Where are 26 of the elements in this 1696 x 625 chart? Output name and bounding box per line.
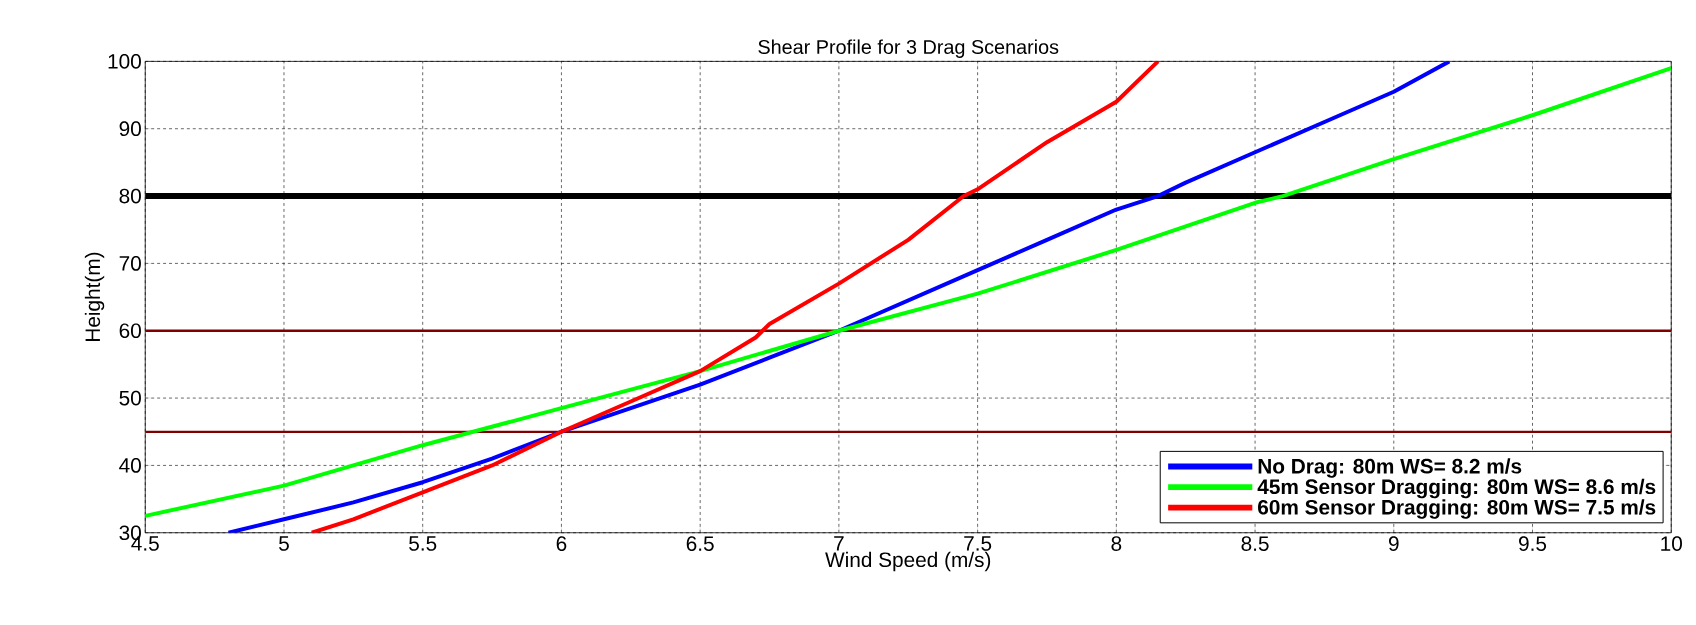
x-tick-label: 9 bbox=[1388, 536, 1399, 552]
x-tick-label: 8.5 bbox=[1241, 536, 1269, 552]
x-tick-label: 10 bbox=[1661, 536, 1682, 552]
line-series bbox=[309, 61, 1160, 533]
x-axis-title: Wind Speed (m/s) bbox=[825, 551, 991, 572]
y-tick-label: 80 bbox=[119, 188, 141, 204]
x-tick-label: 8 bbox=[1111, 536, 1122, 552]
x-tick-label: 7 bbox=[834, 536, 844, 551]
x-tick-label: 6.5 bbox=[686, 536, 714, 552]
y-tick-label: 100 bbox=[108, 54, 141, 69]
y-tick-label: 90 bbox=[119, 121, 141, 137]
y-tick-label: 70 bbox=[119, 256, 141, 271]
line-series bbox=[145, 66, 1672, 518]
y-tick-label: 50 bbox=[119, 390, 141, 406]
y-axis-title: Height(m) bbox=[84, 252, 105, 342]
x-tick-label: 7.5 bbox=[964, 536, 992, 551]
y-tick-label: 40 bbox=[119, 458, 141, 473]
legend-label: No Drag: 80m WS= 8.2 m/s bbox=[1258, 458, 1522, 478]
x-tick-label: 5 bbox=[279, 536, 289, 551]
x-tick-label: 9.5 bbox=[1519, 536, 1547, 552]
legend-label: 60m Sensor Dragging: 80m WS= 7.5 m/s bbox=[1258, 499, 1656, 519]
x-tick-label: 6 bbox=[556, 536, 567, 552]
x-tick-label: 5.5 bbox=[409, 536, 437, 551]
legend-label: 45m Sensor Dragging: 80m WS= 8.6 m/s bbox=[1257, 478, 1656, 499]
chart-title: Shear Profile for 3 Drag Scenarios bbox=[758, 39, 1059, 58]
y-tick-label: 60 bbox=[119, 323, 141, 339]
